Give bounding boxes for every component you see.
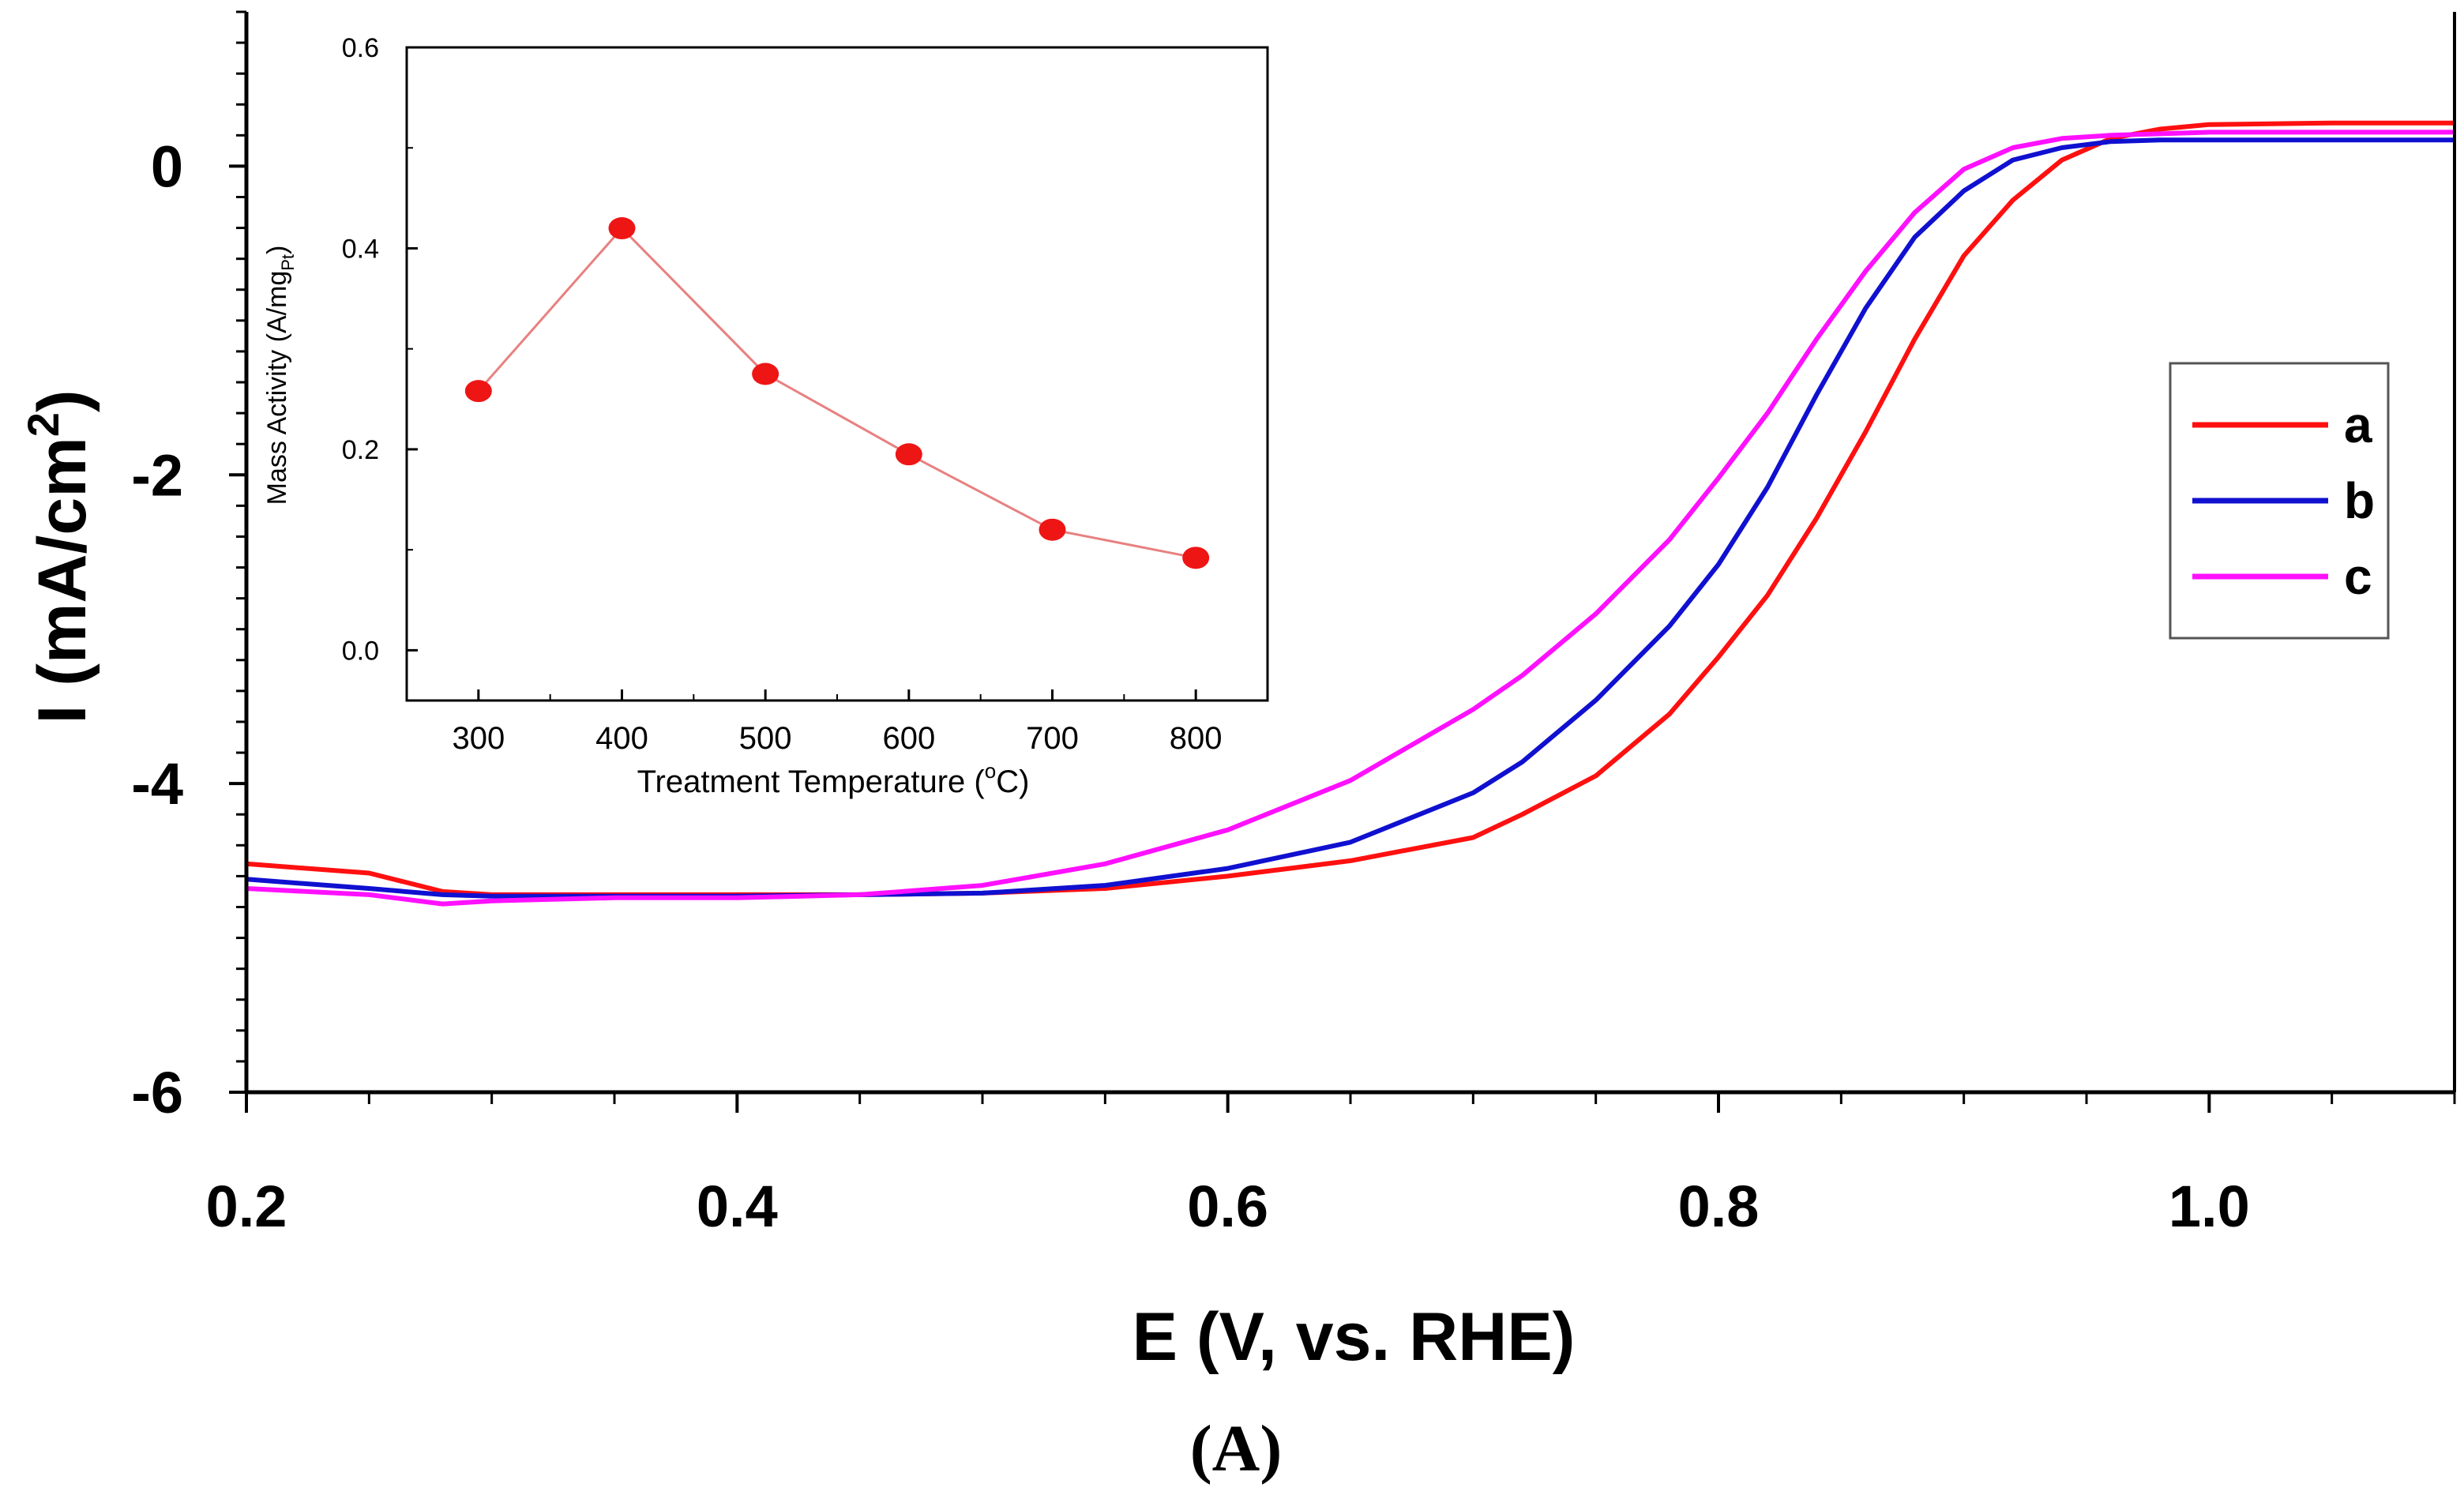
inset-y-tick-labels: 0.0 0.2 0.4 0.6 xyxy=(342,33,379,666)
inset-x-tick-label: 500 xyxy=(739,721,792,756)
inset-data-point xyxy=(1182,547,1210,569)
y-tick-label: -6 xyxy=(131,1060,183,1125)
inset-data-point xyxy=(895,443,922,466)
legend-label-b: b xyxy=(2344,472,2375,529)
x-tick-label: 1.0 xyxy=(2169,1174,2250,1239)
main-plot: 0.2 0.4 0.6 0.8 1.0 -6 -4 -2 0 E (V, vs. RHE) I… xyxy=(18,10,2456,1375)
inset-x-tick-label: 800 xyxy=(1170,721,1223,756)
figure-label: (A) xyxy=(1190,1412,1283,1486)
inset-y-axis-label: Mass Activity (A/mgPt) xyxy=(262,246,298,505)
inset-y-tick-label: 0.0 xyxy=(342,636,379,666)
inset-plot: 300 400 500 600 700 800 0.0 0.2 0.4 0.6 Treatmen… xyxy=(262,33,1269,799)
inset-data-point xyxy=(1039,518,1066,541)
inset-series-line xyxy=(477,226,1196,559)
inset-ticks xyxy=(407,46,1197,701)
inset-x-tick-label: 700 xyxy=(1026,721,1079,756)
inset-data-point xyxy=(464,380,492,403)
inset-background xyxy=(407,47,1268,701)
inset-y-tick-label: 0.4 xyxy=(342,234,379,264)
inset-x-tick-label: 400 xyxy=(595,721,648,756)
inset-data-point xyxy=(752,362,779,385)
legend-label-a: a xyxy=(2344,396,2372,453)
inset-x-tick-label: 300 xyxy=(452,721,505,756)
y-axis-label: I (mA/cm2) xyxy=(18,390,100,724)
x-tick-label: 0.6 xyxy=(1187,1174,1268,1239)
y-tick-label: -4 xyxy=(131,751,183,817)
x-tick-label: 0.4 xyxy=(697,1174,778,1239)
y-tick-label: 0 xyxy=(151,133,183,199)
inset-x-tick-labels: 300 400 500 600 700 800 xyxy=(452,721,1222,756)
inset-x-tick-label: 600 xyxy=(882,721,935,756)
x-tick-label: 0.8 xyxy=(1678,1174,1760,1239)
legend-label-c: c xyxy=(2344,548,2372,605)
legend-entries: abc xyxy=(2192,396,2375,605)
inset-x-axis-label: Treatment Temperature (oC) xyxy=(637,759,1030,799)
x-tick-label: 0.2 xyxy=(206,1174,287,1239)
main-x-tick-labels: 0.2 0.4 0.6 0.8 1.0 xyxy=(206,1174,2250,1239)
x-axis-label: E (V, vs. RHE) xyxy=(1132,1299,1576,1375)
inset-series xyxy=(464,217,1210,569)
legend: abc xyxy=(2169,362,2390,640)
inset-y-tick-label: 0.2 xyxy=(342,435,379,465)
main-ticks xyxy=(229,10,2456,1113)
main-curves xyxy=(246,120,2455,907)
inset-y-tick-label: 0.6 xyxy=(342,33,379,63)
series-line-c xyxy=(246,130,2455,907)
main-y-tick-labels: -6 -4 -2 0 xyxy=(131,133,183,1125)
y-tick-label: -2 xyxy=(131,442,183,508)
inset-data-point xyxy=(608,217,636,240)
